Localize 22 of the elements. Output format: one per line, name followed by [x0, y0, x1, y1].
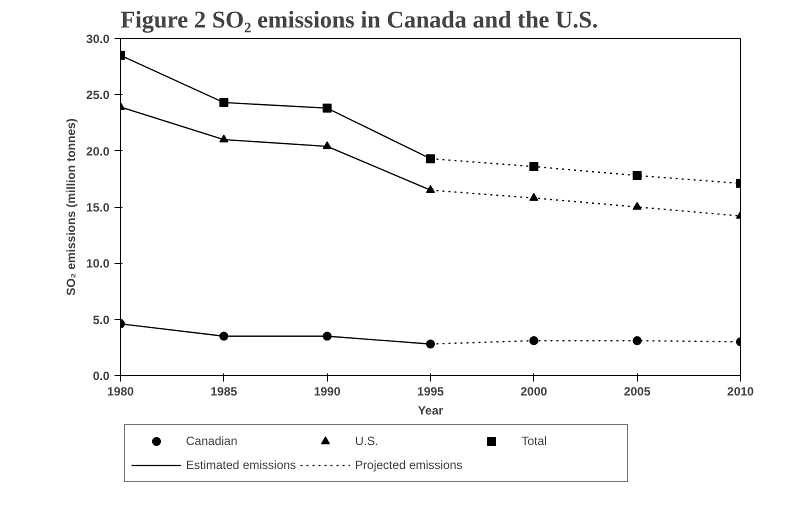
y-axis-title: SO₂ emissions (million tonnes) — [64, 118, 78, 296]
y-tick-label: 20.0 — [86, 144, 110, 158]
legend-label: Projected emissions — [355, 458, 462, 472]
y-tick-label: 15.0 — [86, 200, 110, 214]
x-tick-label: 2005 — [624, 384, 651, 398]
y-tick-label: 5.0 — [92, 312, 110, 327]
x-tick-label: 1995 — [417, 384, 444, 398]
y-tick-label: 30.0 — [86, 32, 110, 46]
x-axis-title: Year — [418, 404, 444, 418]
x-tick-label: 1980 — [107, 384, 134, 398]
y-tick-label: 10.0 — [86, 256, 110, 271]
chart-title: Figure 2 SO₂ emissions in Canada and the U.S. — [120, 8, 598, 34]
y-tick-label: 25.0 — [86, 88, 110, 102]
legend-label: U.S. — [355, 434, 380, 448]
x-tick-label: 1985 — [210, 384, 238, 398]
legend-label: Total — [521, 434, 548, 448]
legend-label: Canadian — [186, 434, 238, 448]
x-tick-label: 1990 — [314, 384, 341, 398]
x-tick-label: 2000 — [520, 384, 548, 398]
y-tick-label: 0.0 — [92, 369, 110, 383]
legend-label: Estimated emissions — [186, 458, 296, 472]
x-tick-label: 2010 — [727, 384, 754, 398]
